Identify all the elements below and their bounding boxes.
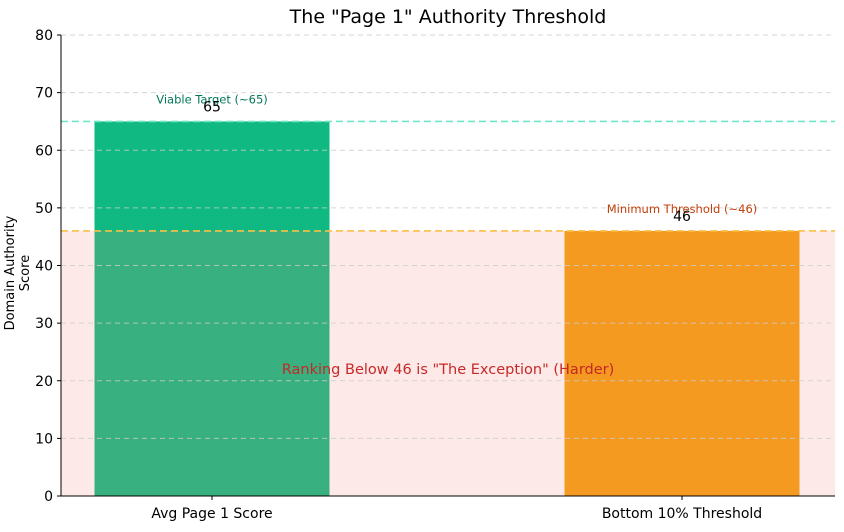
y-tick-label: 0: [44, 489, 53, 505]
y-tick-label: 80: [35, 28, 53, 44]
bar-2: [564, 230, 800, 497]
y-tick-label: 30: [35, 316, 53, 332]
y-tick-label: 70: [35, 86, 53, 102]
reference-line-label: Minimum Threshold (~46): [607, 202, 758, 216]
y-tick-label: 50: [35, 201, 53, 217]
data-label: 65: [203, 99, 221, 115]
y-tick-label: 60: [35, 143, 53, 159]
y-tick-label: 40: [35, 259, 53, 275]
y-tick-label: 20: [35, 374, 53, 390]
shaded-region: [61, 230, 835, 497]
chart-title: The "Page 1" Authority Threshold: [289, 6, 607, 28]
shaded-region-label: Ranking Below 46 is "The Exception" (Har…: [282, 362, 615, 378]
bar-1: [94, 121, 330, 496]
x-tick-label: Avg Page 1 Score: [151, 506, 272, 522]
reference-line-label: Viable Target (~65): [156, 92, 268, 106]
x-tick-label: Bottom 10% Threshold: [602, 506, 762, 522]
data-label: 46: [673, 209, 691, 225]
y-tick-label: 10: [35, 431, 53, 447]
